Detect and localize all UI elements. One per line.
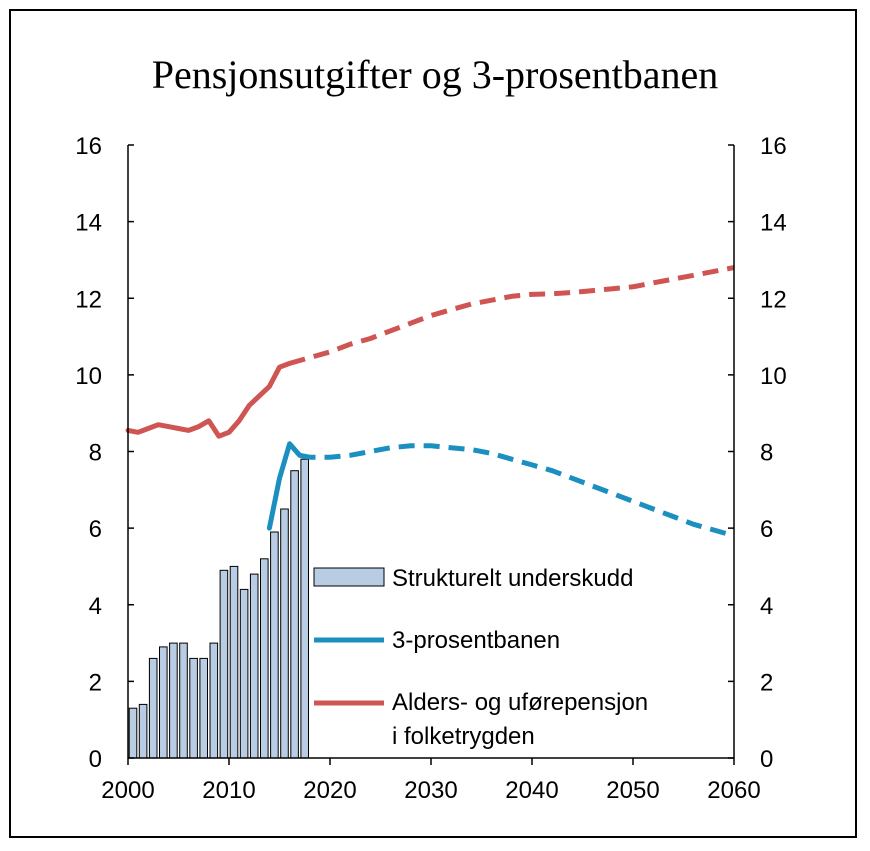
legend-label-alders-line2: i folketrygden [392,723,535,750]
alders-ufore-line-projection [288,265,735,366]
bars-group [128,458,309,759]
bar-2007 [199,657,208,759]
y-tick-label-left-12: 12 [75,286,102,313]
bar-2014 [270,531,279,759]
bar-2011 [239,588,249,759]
y-tick-label-right-10: 10 [760,363,787,390]
tre-prosent-line-historical [266,441,303,531]
x-tick-label-2000: 2000 [101,777,154,804]
x-tick-label-2050: 2050 [606,777,659,804]
x-tick-label-2040: 2040 [505,777,558,804]
y-tick-label-right-14: 14 [760,210,787,237]
y-tick-label-right-4: 4 [760,593,773,620]
bar-2009 [219,569,229,759]
x-tick-label-2010: 2010 [202,777,255,804]
bar-2016 [290,470,299,759]
y-tick-label-left-6: 6 [89,516,102,543]
x-tick-label-2020: 2020 [303,777,356,804]
y-tick-label-left-0: 0 [89,746,102,773]
legend-label-bars: Strukturelt underskudd [392,565,633,592]
lines-group [125,265,735,539]
bar-2002 [148,657,158,759]
legend-label-alders-line1: Alders- og uførepensjon [392,689,648,716]
bar-2010 [229,565,239,759]
bar-2004 [169,642,178,759]
bar-2017 [300,458,309,759]
bar-2005 [179,642,188,759]
y-tick-label-left-2: 2 [89,669,102,696]
legend-label-tre-prosent: 3-prosentbanen [392,627,560,654]
chart-frame: Pensjonsutgifter og 3-prosentbanen [9,9,857,838]
tre-prosent-line-projection [299,443,735,539]
legend-swatch-bars [313,567,385,587]
bar-2001 [138,703,148,759]
axes-group: 0 0 2 2 4 4 6 6 8 8 10 10 12 12 14 14 16 16 2000 2010 2020 20… [75,133,786,804]
y-tick-label-right-12: 12 [760,286,787,313]
y-tick-label-left-4: 4 [89,593,102,620]
x-tick-label-2030: 2030 [404,777,457,804]
y-tick-label-right-16: 16 [760,133,787,160]
y-tick-label-left-16: 16 [75,133,102,160]
bar-2000 [128,707,138,759]
y-tick-label-left-14: 14 [75,210,102,237]
y-tick-label-right-2: 2 [760,669,773,696]
bar-2013 [260,558,269,759]
y-tick-label-right-8: 8 [760,440,773,467]
x-tick-label-2060: 2060 [707,777,760,804]
bar-2012 [249,573,259,759]
bar-2003 [159,646,168,759]
bar-2015 [280,508,289,759]
y-tick-label-left-10: 10 [75,363,102,390]
bar-2008 [209,642,219,759]
bar-2006 [189,657,198,759]
chart-title: Pensjonsutgifter og 3-prosentbanen [151,52,719,97]
y-tick-label-right-6: 6 [760,516,773,543]
legend: Strukturelt underskudd 3-prosentbanen Alde… [313,565,648,750]
y-tick-label-left-8: 8 [89,440,102,467]
y-tick-label-right-0: 0 [760,746,773,773]
alders-ufore-line-historical [125,360,293,439]
